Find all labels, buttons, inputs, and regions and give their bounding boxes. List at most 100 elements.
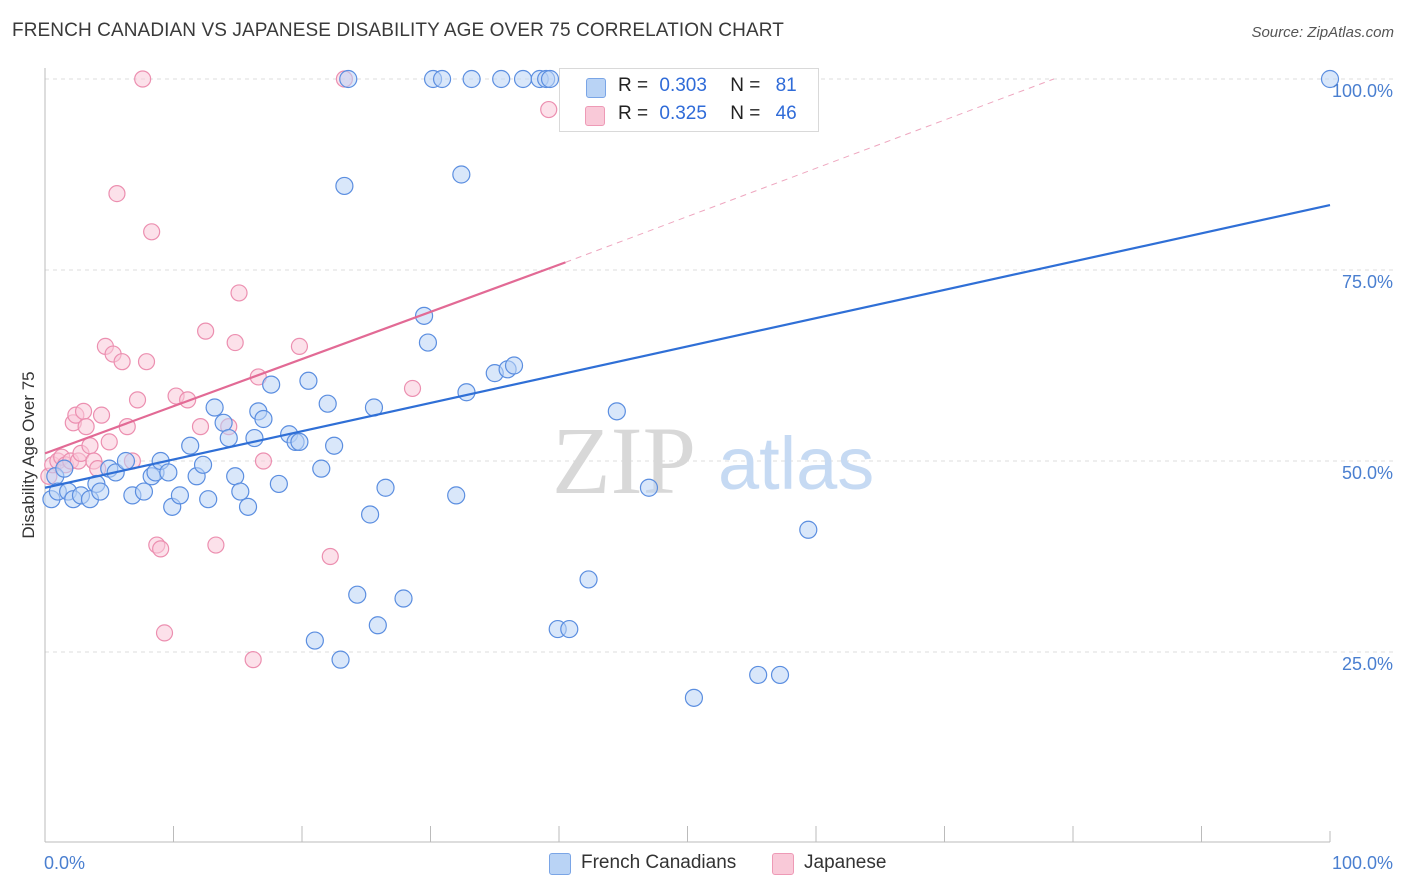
japanese-point: [254, 452, 273, 470]
japanese-point: [403, 379, 422, 398]
japanese-point: [134, 70, 152, 88]
french-canadians-point: [394, 589, 413, 608]
french-canadians-point: [432, 69, 452, 89]
french-canadians-point: [607, 402, 626, 421]
french-canadians-point: [193, 455, 213, 474]
japanese-point: [197, 322, 215, 340]
french-canadians-point: [290, 432, 309, 451]
japanese-point: [143, 223, 161, 241]
french-canadians-point: [262, 375, 281, 394]
legend-row-japanese: R = 0.325 N = 46: [585, 103, 797, 126]
chart-source: Source: ZipAtlas.com: [1251, 24, 1394, 41]
french-canadians-point: [452, 165, 471, 184]
legend-row-french-canadians: R = 0.303 N = 81: [586, 75, 797, 98]
japanese-point: [81, 437, 99, 455]
y-tick-label: 50.0%: [1342, 463, 1393, 483]
french-canadians-point: [305, 631, 324, 650]
french-canadians-point: [55, 459, 74, 478]
french-canadians-point: [299, 371, 318, 390]
french-canadians-point: [418, 333, 438, 352]
legend-swatch-french-canadians: [549, 853, 571, 875]
japanese-point: [74, 402, 93, 420]
french-canadians-point: [335, 176, 354, 196]
y-tick-label: 100.0%: [1332, 81, 1393, 101]
japanese-point: [100, 433, 118, 451]
french-canadians-point: [447, 486, 466, 505]
french-canadians-point: [134, 482, 154, 501]
axes: [44, 68, 1331, 843]
french-canadians-point: [318, 394, 337, 413]
french-canadians-point: [231, 482, 250, 501]
legend-r-value: 0.325: [659, 103, 707, 124]
legend-n-label: N =: [730, 103, 761, 124]
series-japanese-points: [40, 70, 558, 669]
french-canadians-point: [339, 69, 358, 89]
japanese-point: [226, 333, 244, 352]
legend-n-value: 81: [775, 75, 797, 96]
japanese-point: [137, 353, 156, 371]
japanese-point: [321, 547, 339, 566]
french-canadians-point: [560, 619, 579, 639]
french-canadians-point: [312, 459, 331, 478]
legend-swatch-japanese: [772, 853, 794, 875]
japanese-point: [155, 624, 174, 642]
tick-labels: 25.0% 50.0% 75.0% 100.0% 0.0% 100.0%: [44, 81, 1393, 873]
french-canadians-point: [325, 436, 344, 455]
legend-label-french-canadians: French Canadians: [581, 852, 737, 873]
french-canadians-point: [226, 467, 245, 486]
french-canadians-point: [799, 520, 818, 539]
watermark-zip: ZIP: [552, 407, 696, 514]
french-canadians-point: [457, 383, 476, 402]
japanese-point: [540, 100, 558, 119]
legend-r-label: R =: [618, 75, 649, 96]
trend-line-japanese-extension: [565, 78, 1054, 263]
french-canadians-point: [214, 413, 233, 432]
x-tick-label: 100.0%: [1332, 853, 1393, 873]
french-canadians-point: [181, 436, 200, 455]
french-canadians-point: [639, 478, 659, 497]
japanese-point: [77, 418, 95, 436]
french-canadians-point: [159, 463, 178, 482]
y-tick-label: 75.0%: [1342, 272, 1393, 292]
french-canadians-point: [254, 409, 273, 429]
japanese-point: [128, 391, 147, 409]
french-canadians-point: [749, 665, 768, 685]
french-canadians-point: [116, 451, 136, 471]
japanese-point: [113, 353, 131, 371]
gridlines: [45, 78, 1395, 653]
french-canadians-point: [205, 398, 224, 417]
legend-r-value: 0.303: [659, 75, 707, 96]
french-canadians-point: [504, 356, 524, 375]
y-axis-label: Disability Age Over 75: [19, 371, 38, 538]
trend-line-japanese: [44, 261, 566, 455]
legend-r-label: R =: [618, 103, 649, 124]
french-canadians-point: [361, 505, 380, 524]
french-canadians-point: [91, 482, 110, 501]
chart-title: FRENCH CANADIAN VS JAPANESE DISABILITY A…: [12, 20, 784, 41]
trend-line-french-canadians: [44, 203, 1331, 489]
japanese-point: [207, 536, 225, 554]
french-canadians-point: [376, 478, 395, 497]
stats-legend: R = 0.303 N = 81 R = 0.325 N = 46: [559, 68, 819, 132]
french-canadians-point: [238, 497, 258, 516]
japanese-point: [230, 284, 248, 302]
japanese-point: [290, 337, 309, 355]
french-canadians-point: [219, 428, 238, 448]
french-canadians-point: [1320, 69, 1340, 89]
japanese-point: [92, 406, 111, 424]
french-canadians-point: [199, 490, 218, 509]
y-tick-label: 25.0%: [1342, 654, 1393, 674]
french-canadians-point: [579, 570, 598, 589]
watermark: ZIP atlas: [552, 407, 874, 514]
legend-n-label: N =: [730, 75, 761, 96]
x-tick-label: 0.0%: [44, 853, 85, 873]
japanese-point: [191, 418, 210, 436]
series-french-canadians-points: [42, 69, 1340, 707]
legend-label-japanese: Japanese: [804, 852, 887, 873]
french-canadians-point: [540, 69, 560, 89]
trend-lines: [44, 78, 1331, 489]
french-canadians-point: [770, 665, 790, 685]
french-canadians-point: [269, 474, 288, 494]
japanese-point: [244, 651, 262, 669]
